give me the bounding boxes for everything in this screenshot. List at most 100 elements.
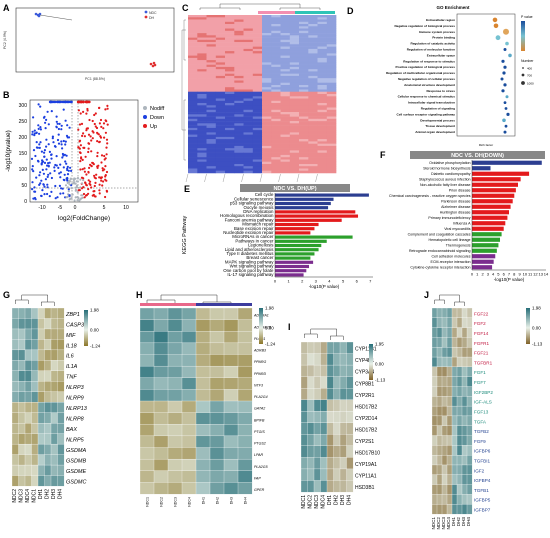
heatmap-cell: [300, 422, 308, 435]
heatmap-cell: [243, 42, 254, 45]
heatmap-cell: [326, 132, 337, 135]
heatmap-cell: [153, 365, 169, 379]
heatmap-cell: [280, 17, 291, 20]
heatmap-cell: [456, 504, 463, 515]
heatmap-cell: [280, 150, 291, 153]
volcano-point: [86, 109, 89, 112]
heatmap-cell: [167, 331, 183, 344]
heatmap-cell: [326, 114, 337, 117]
heatmap-cell: [197, 100, 207, 104]
heatmap-cell: [431, 435, 438, 446]
heatmap-cell: [188, 168, 198, 172]
heatmap-cell: [188, 48, 198, 52]
heatmap-cell: [243, 98, 254, 102]
heatmap-cell: [225, 19, 235, 23]
heatmap-cell: [300, 399, 308, 412]
go-term-label: Immune system process: [419, 30, 455, 34]
heatmap-cell: [271, 166, 281, 169]
heatmap-cell: [11, 360, 19, 372]
volcano-point: [90, 150, 93, 153]
go-term-label: Regulation of catalytic activity: [410, 42, 455, 46]
kegg-pathway-label: Oocyte meiosis: [243, 205, 274, 210]
heatmap-cell: [289, 71, 300, 74]
heatmap-cell: [234, 71, 244, 74]
heatmap-cell: [289, 168, 300, 172]
heatmap-cell: [206, 21, 217, 25]
gene-label: FGF2: [474, 321, 486, 326]
heatmap-cell: [252, 157, 263, 160]
heatmap-cell: [436, 366, 443, 378]
heatmap-cell: [289, 66, 300, 70]
heatmap-cell: [451, 396, 458, 407]
kegg-pathway-label: MicroRNAs in cancer: [232, 234, 274, 239]
go-bubble: [495, 35, 501, 41]
heatmap-cell: [50, 475, 58, 487]
heatmap-cell: [308, 19, 318, 23]
heatmap-cell: [188, 100, 198, 104]
heatmap-cell: [252, 42, 263, 45]
heatmap-cell: [299, 139, 309, 142]
legend-label: Up: [150, 124, 157, 130]
heatmap-cell: [209, 412, 225, 425]
heatmap-cell: [299, 37, 309, 41]
volcano-point: [76, 191, 79, 194]
heatmap-cell: [181, 354, 197, 367]
heatmap-cell: [456, 307, 463, 319]
x-axis-label: PC1 (88.5%): [85, 77, 105, 81]
heatmap-cell: [243, 134, 254, 138]
heatmap-cell: [456, 415, 463, 427]
go-term-label: Extracellular space: [427, 53, 455, 57]
heatmap-cell: [37, 370, 45, 382]
heatmap-cell: [188, 164, 198, 167]
heatmap-cell: [308, 26, 318, 29]
panel-j: J FGF22 FGF2 FGF14 FGFR1 FGF21 TGFBR1 FGF1 FGF7…: [420, 290, 550, 538]
gene-label: MIF: [66, 333, 76, 339]
heatmap-cell: [262, 73, 272, 77]
volcano-point: [58, 172, 61, 175]
heatmap-cell: [206, 154, 217, 158]
heatmap-cell: [18, 370, 26, 382]
heatmap-cell: [209, 447, 225, 460]
heatmap-cell: [326, 96, 337, 99]
scale-label: 0.00: [532, 325, 541, 330]
volcano-point: [92, 131, 95, 134]
heatmap-cell: [271, 46, 281, 50]
heatmap-cell: [262, 170, 272, 174]
volcano-point: [93, 190, 96, 193]
heatmap-cell: [339, 411, 347, 424]
heatmap-cell: [243, 75, 254, 79]
heatmap-cell: [243, 166, 254, 169]
heatmap-cell: [243, 100, 254, 104]
heatmap-cell: [234, 94, 244, 97]
heatmap-cell: [44, 328, 52, 340]
kegg-bar: [275, 231, 311, 235]
heatmap-cell: [181, 412, 197, 425]
heatmap-cell: [31, 328, 39, 340]
heatmap-cell: [317, 48, 328, 52]
kegg-bar: [472, 210, 509, 215]
volcano-point: [105, 153, 108, 156]
heatmap-cell: [451, 356, 458, 368]
heatmap-cell: [280, 66, 291, 70]
heatmap-cell: [206, 69, 217, 72]
heatmap-cell: [299, 35, 309, 38]
heatmap-cell: [206, 85, 217, 88]
heatmap-cell: [326, 57, 337, 61]
heatmap-cell: [346, 411, 354, 424]
heatmap-cell: [280, 148, 291, 151]
heatmap-cell: [57, 328, 65, 340]
heatmap-cell: [300, 457, 308, 470]
panel-label: C: [182, 3, 189, 13]
heatmap-cell: [223, 435, 239, 448]
heatmap-cell: [243, 107, 254, 111]
heatmap-cell: [243, 64, 254, 68]
heatmap-cell: [262, 109, 272, 113]
heatmap-cell: [280, 154, 291, 158]
heatmap-cell: [308, 48, 318, 52]
heatmap-cell: [466, 425, 473, 436]
heatmap-cell: [197, 80, 207, 84]
heatmap-cell: [206, 19, 217, 23]
heatmap-cell: [252, 125, 263, 129]
heatmap-cell: [317, 21, 328, 25]
volcano-point: [85, 183, 88, 186]
